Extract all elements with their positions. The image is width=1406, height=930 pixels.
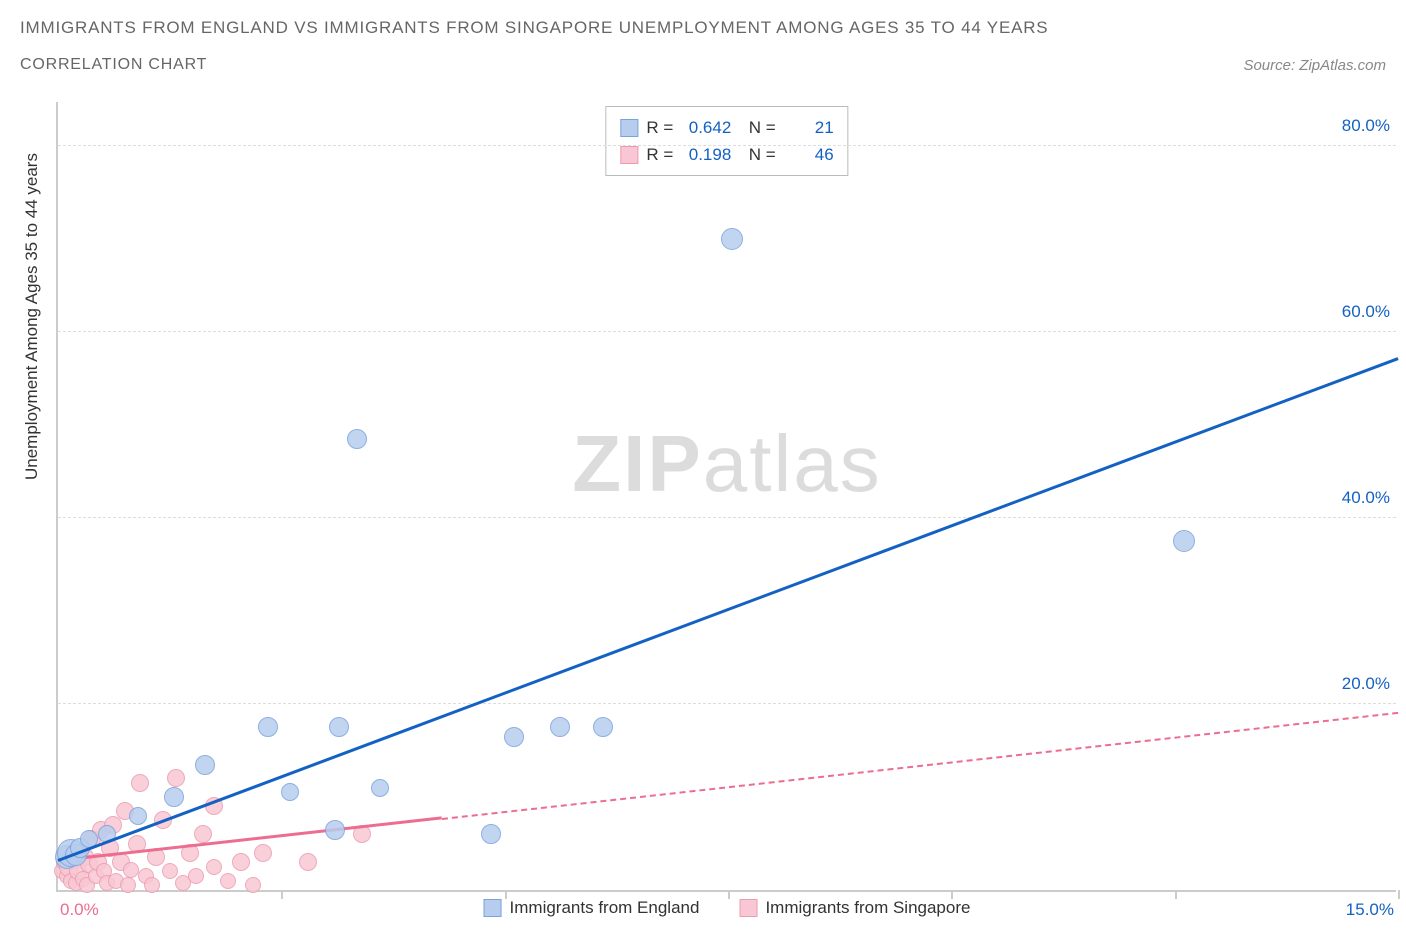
- data-point: [120, 877, 136, 893]
- data-point: [206, 859, 222, 875]
- data-point: [721, 228, 743, 250]
- x-tick: [281, 890, 283, 899]
- data-point: [162, 863, 178, 879]
- data-point: [194, 825, 212, 843]
- series-name-england: Immigrants from England: [510, 898, 700, 918]
- data-point: [593, 717, 613, 737]
- data-point: [1173, 530, 1195, 552]
- x-tick: [951, 890, 953, 899]
- x-tick: [728, 890, 730, 899]
- x-tick: [1398, 890, 1400, 899]
- data-point: [131, 774, 149, 792]
- subtitle-row: CORRELATION CHART Source: ZipAtlas.com: [0, 42, 1406, 82]
- data-point: [144, 877, 160, 893]
- swatch-singapore-bottom: [739, 899, 757, 917]
- data-point: [281, 783, 299, 801]
- x-tick: [505, 890, 507, 899]
- x-max-label: 15.0%: [1346, 900, 1394, 920]
- legend-item-england: Immigrants from England: [484, 898, 700, 918]
- data-point: [232, 853, 250, 871]
- data-point: [299, 853, 317, 871]
- y-tick-label: 20.0%: [1342, 674, 1390, 694]
- n-value-england: 21: [784, 114, 834, 141]
- data-point: [371, 779, 389, 797]
- watermark-bold: ZIP: [572, 419, 702, 508]
- data-point: [164, 787, 184, 807]
- y-tick-label: 80.0%: [1342, 116, 1390, 136]
- x-tick: [1175, 890, 1177, 899]
- data-point: [188, 868, 204, 884]
- watermark-light: atlas: [703, 419, 882, 508]
- x-min-label: 0.0%: [60, 900, 99, 920]
- trend-line-extrapolated: [442, 711, 1398, 819]
- chart-plot-area: ZIPatlas R = 0.642 N = 21 R = 0.198 N = …: [56, 102, 1396, 892]
- source-label: Source: ZipAtlas.com: [1243, 57, 1386, 74]
- r-label: R =: [646, 114, 673, 141]
- data-point: [245, 877, 261, 893]
- data-point: [550, 717, 570, 737]
- gridline: [58, 703, 1396, 704]
- chart-title: IMMIGRANTS FROM ENGLAND VS IMMIGRANTS FR…: [0, 0, 1406, 42]
- legend-row-england: R = 0.642 N = 21: [620, 114, 833, 141]
- y-tick-label: 40.0%: [1342, 488, 1390, 508]
- gridline: [58, 517, 1396, 518]
- y-axis-label: Unemployment Among Ages 35 to 44 years: [22, 153, 42, 480]
- correlation-legend: R = 0.642 N = 21 R = 0.198 N = 46: [605, 106, 848, 176]
- series-legend: Immigrants from England Immigrants from …: [484, 898, 971, 918]
- y-tick-label: 60.0%: [1342, 302, 1390, 322]
- data-point: [129, 807, 147, 825]
- swatch-singapore: [620, 146, 638, 164]
- data-point: [481, 824, 501, 844]
- swatch-england-bottom: [484, 899, 502, 917]
- series-name-singapore: Immigrants from Singapore: [765, 898, 970, 918]
- data-point: [220, 873, 236, 889]
- data-point: [167, 769, 185, 787]
- swatch-england: [620, 119, 638, 137]
- data-point: [258, 717, 278, 737]
- data-point: [325, 820, 345, 840]
- gridline: [58, 145, 1396, 146]
- chart-subtitle: CORRELATION CHART: [20, 56, 207, 74]
- data-point: [504, 727, 524, 747]
- n-label: N =: [739, 114, 775, 141]
- data-point: [195, 755, 215, 775]
- legend-item-singapore: Immigrants from Singapore: [739, 898, 970, 918]
- data-point: [254, 844, 272, 862]
- gridline: [58, 331, 1396, 332]
- r-value-england: 0.642: [681, 114, 731, 141]
- data-point: [347, 429, 367, 449]
- data-point: [329, 717, 349, 737]
- watermark: ZIPatlas: [572, 418, 881, 510]
